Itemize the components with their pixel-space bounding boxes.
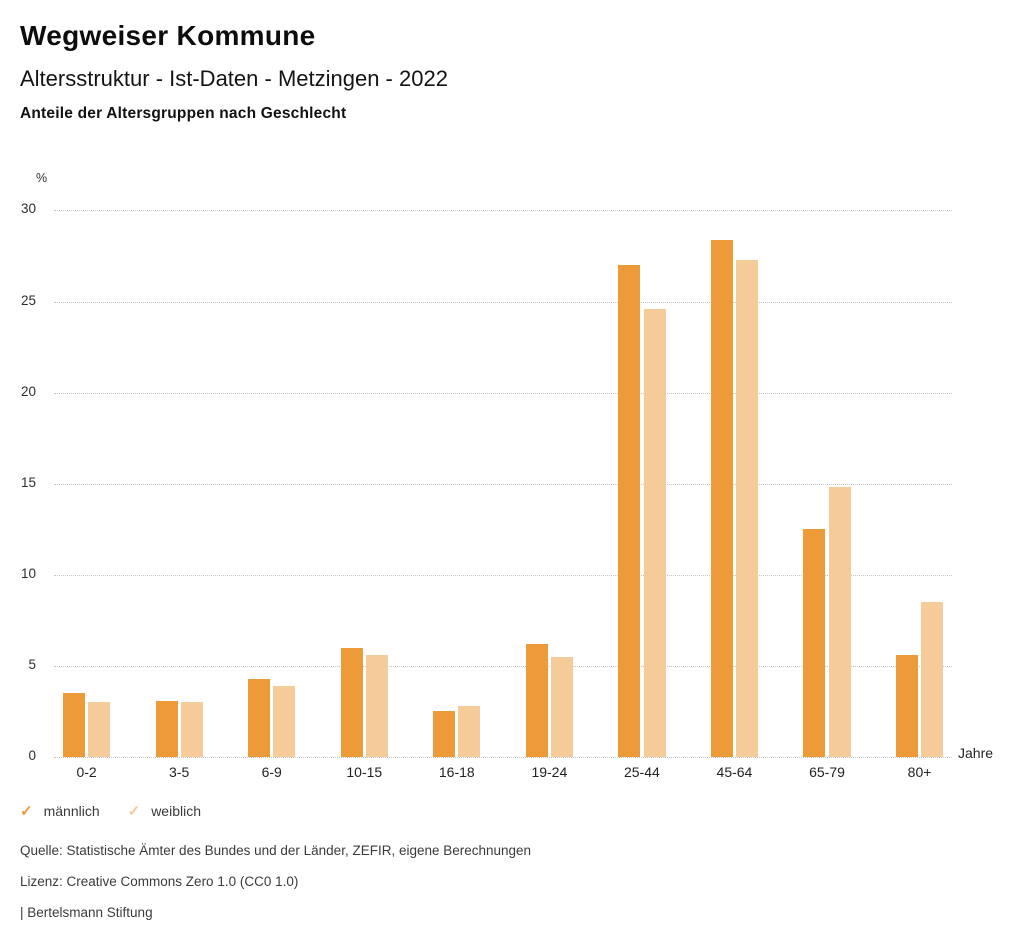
gridline-25 bbox=[54, 301, 952, 303]
bar-männlich-25-44[interactable] bbox=[618, 265, 641, 757]
x-tick-label-80+: 80+ bbox=[907, 764, 932, 780]
source-text: Quelle: Statistische Ämter des Bundes un… bbox=[20, 843, 532, 858]
bar-weiblich-10-15[interactable] bbox=[365, 654, 388, 757]
gridline-0 bbox=[54, 757, 952, 758]
y-tick-label-15: 15 bbox=[20, 474, 36, 490]
y-tick-label-25: 25 bbox=[20, 292, 36, 308]
y-tick-label-10: 10 bbox=[20, 565, 36, 581]
app-title: Wegweiser Kommune bbox=[20, 20, 316, 51]
chart-heading: Anteile der Altersgruppen nach Geschlech… bbox=[20, 105, 347, 122]
x-tick-label-16-18: 16-18 bbox=[438, 764, 475, 780]
y-axis-unit-label: % bbox=[36, 171, 48, 185]
x-axis-unit-label: Jahre bbox=[958, 745, 994, 761]
bar-weiblich-19-24[interactable] bbox=[550, 656, 573, 757]
x-tick-label-45-64: 45-64 bbox=[716, 764, 753, 780]
legend-item-maennlich[interactable]: ✓ männlich bbox=[20, 803, 100, 819]
bar-männlich-3-5[interactable] bbox=[155, 700, 178, 757]
x-tick-label-3-5: 3-5 bbox=[169, 764, 190, 780]
bar-männlich-16-18[interactable] bbox=[433, 711, 456, 757]
bar-männlich-10-15[interactable] bbox=[340, 647, 363, 757]
bar-männlich-0-2[interactable] bbox=[63, 693, 85, 757]
x-tick-label-6-9: 6-9 bbox=[261, 764, 282, 780]
bar-weiblich-65-79[interactable] bbox=[828, 487, 851, 757]
check-icon: ✓ bbox=[20, 802, 33, 820]
gridline-15 bbox=[54, 483, 952, 485]
bar-männlich-65-79[interactable] bbox=[803, 529, 826, 757]
x-tick-label-10-15: 10-15 bbox=[346, 764, 383, 780]
y-tick-label-0: 0 bbox=[28, 748, 36, 763]
x-tick-label-0-2: 0-2 bbox=[76, 764, 97, 780]
license-text: Lizenz: Creative Commons Zero 1.0 (CC0 1… bbox=[20, 874, 299, 889]
legend-label-maennlich: männlich bbox=[43, 803, 100, 819]
bar-weiblich-0-2[interactable] bbox=[88, 702, 111, 757]
chart-subtitle: Altersstruktur - Ist-Daten - Metzingen -… bbox=[20, 66, 448, 91]
bar-weiblich-45-64[interactable] bbox=[736, 259, 759, 757]
check-icon: ✓ bbox=[127, 802, 141, 820]
bar-männlich-19-24[interactable] bbox=[525, 644, 548, 757]
gridline-10 bbox=[54, 574, 952, 576]
y-tick-label-20: 20 bbox=[20, 383, 36, 399]
gridline-30 bbox=[54, 210, 952, 212]
bar-weiblich-16-18[interactable] bbox=[458, 705, 481, 757]
brand-text: | Bertelsmann Stiftung bbox=[20, 905, 153, 920]
x-tick-label-25-44: 25-44 bbox=[623, 764, 660, 780]
bar-männlich-45-64[interactable] bbox=[710, 239, 733, 757]
bar-weiblich-3-5[interactable] bbox=[180, 702, 203, 757]
bar-weiblich-6-9[interactable] bbox=[273, 685, 296, 757]
x-tick-label-19-24: 19-24 bbox=[531, 764, 568, 780]
legend: ✓ männlich ✓ weiblich bbox=[20, 803, 201, 819]
legend-item-weiblich[interactable]: ✓ weiblich bbox=[128, 803, 201, 819]
x-tick-label-65-79: 65-79 bbox=[809, 764, 845, 780]
bar-weiblich-25-44[interactable] bbox=[643, 308, 666, 757]
legend-label-weiblich: weiblich bbox=[151, 803, 201, 819]
bar-männlich-6-9[interactable] bbox=[248, 678, 271, 757]
bar-weiblich-80+[interactable] bbox=[921, 602, 944, 757]
y-tick-label-5: 5 bbox=[28, 656, 36, 672]
gridline-20 bbox=[54, 392, 952, 394]
bar-männlich-80+[interactable] bbox=[895, 654, 918, 757]
y-tick-label-30: 30 bbox=[20, 201, 36, 217]
gridline-5 bbox=[54, 665, 952, 667]
